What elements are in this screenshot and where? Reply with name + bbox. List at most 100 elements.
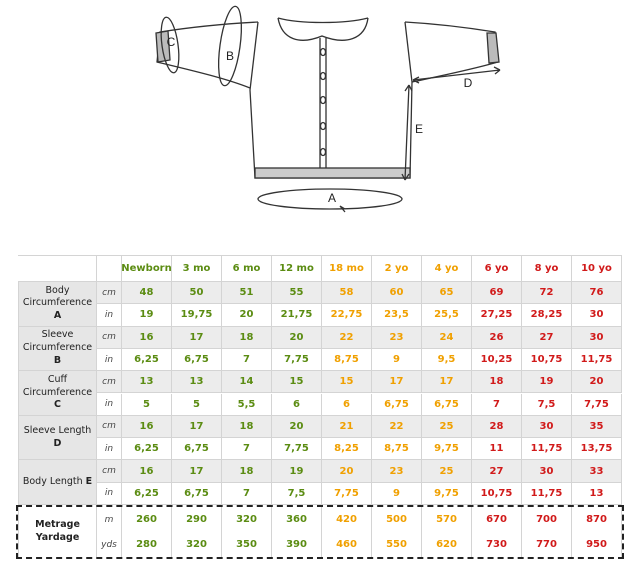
value-text: 10,25 xyxy=(480,354,513,366)
value: 7,75 xyxy=(272,438,322,461)
value: 65 xyxy=(422,282,472,305)
unit: in xyxy=(97,482,122,505)
value: 8,25 xyxy=(322,438,372,461)
value: 17 xyxy=(172,326,222,349)
unit: cm xyxy=(97,326,122,349)
value: 20 xyxy=(572,371,622,394)
value: 22 xyxy=(372,415,422,439)
value: 6,75 xyxy=(372,393,422,416)
unit-text: cm xyxy=(102,466,116,477)
value: 7,75 xyxy=(322,482,372,505)
value-text: 7,75 xyxy=(334,487,359,499)
value: 69 xyxy=(472,282,522,305)
value-text: 10,75 xyxy=(530,354,563,366)
unit: m xyxy=(97,507,122,532)
value: 6,75 xyxy=(172,482,222,505)
value-text: 24 xyxy=(439,331,454,343)
value-text: 20 xyxy=(239,309,254,321)
size-header: 10 yo xyxy=(572,255,622,282)
value: 28,25 xyxy=(522,304,572,327)
value-text: 65 xyxy=(439,287,454,299)
value: 27,25 xyxy=(472,304,522,327)
value: 23 xyxy=(372,460,422,483)
value-text: 620 xyxy=(436,539,457,550)
value: 7,5 xyxy=(522,393,572,416)
right-cuff xyxy=(486,32,500,64)
value-text: 17 xyxy=(189,331,204,343)
value-text: 11,75 xyxy=(530,487,563,499)
value-text: 13,75 xyxy=(580,443,613,455)
value: 20 xyxy=(272,415,322,439)
unit: in xyxy=(97,393,122,416)
size-name: 4 yo xyxy=(434,263,459,274)
label-wrap: Body Length E xyxy=(23,476,92,489)
value-text: 8,75 xyxy=(384,443,409,455)
value: 290 xyxy=(172,507,222,532)
value: 16 xyxy=(122,326,172,349)
value-text: 19 xyxy=(139,309,154,321)
label-b: B xyxy=(226,49,234,63)
value: 51 xyxy=(222,282,272,305)
value: 6,25 xyxy=(122,438,172,461)
value-text: 69 xyxy=(489,287,504,299)
unit: in xyxy=(97,438,122,461)
value-text: 22,75 xyxy=(330,309,363,321)
value: 27 xyxy=(472,460,522,483)
value-text: 18 xyxy=(239,420,254,432)
unit: yds xyxy=(97,532,122,557)
value: 48 xyxy=(122,282,172,305)
value: 30 xyxy=(522,415,572,439)
value: 24 xyxy=(422,326,472,349)
unit: in xyxy=(97,304,122,327)
value-text: 420 xyxy=(336,514,357,525)
value-text: 19,75 xyxy=(180,309,213,321)
value-text: 9,75 xyxy=(434,443,459,455)
value-text: 7 xyxy=(493,398,500,410)
unit: cm xyxy=(97,460,122,483)
value: 550 xyxy=(372,532,422,557)
value-text: 30 xyxy=(589,331,604,343)
value-text: 15 xyxy=(289,376,304,388)
button xyxy=(319,121,327,131)
value-text: 320 xyxy=(186,539,207,550)
value: 13,75 xyxy=(572,438,622,461)
button xyxy=(319,47,327,57)
value-text: 30 xyxy=(589,309,604,321)
yarn-box xyxy=(16,505,624,559)
size-header: 8 yo xyxy=(522,255,572,282)
measure-a xyxy=(257,188,403,210)
label-wrap: Cuff Circumference C xyxy=(19,374,96,412)
size-header: 18 mo xyxy=(322,255,372,282)
size-header: 6 yo xyxy=(472,255,522,282)
value: 14 xyxy=(222,371,272,394)
value: 20 xyxy=(222,304,272,327)
value-text: 23,5 xyxy=(384,309,409,321)
measure-e xyxy=(401,84,413,181)
value-text: 6,25 xyxy=(134,443,159,455)
value-text: 51 xyxy=(239,287,254,299)
value-text: 360 xyxy=(286,514,307,525)
value: 11 xyxy=(472,438,522,461)
button xyxy=(319,147,327,157)
value: 9,75 xyxy=(422,438,472,461)
value: 350 xyxy=(222,532,272,557)
header-blank xyxy=(97,255,122,282)
value: 9 xyxy=(372,348,422,372)
value: 25 xyxy=(422,415,472,439)
left-sleeve xyxy=(156,21,259,89)
unit-text: cm xyxy=(102,376,116,387)
value-text: 17 xyxy=(189,465,204,477)
unit-text: yds xyxy=(101,539,117,550)
value-text: 7,75 xyxy=(284,443,309,455)
value: 6,75 xyxy=(172,438,222,461)
value-text: 5 xyxy=(143,398,150,410)
value: 27 xyxy=(522,326,572,349)
row-letter: B xyxy=(53,354,62,366)
row-letter: A xyxy=(53,310,62,322)
size-name: Newborn xyxy=(121,263,172,274)
value-text: 16 xyxy=(139,331,154,343)
value: 5,5 xyxy=(222,393,272,416)
measure-a-arrow xyxy=(339,205,346,213)
row-label-text: Body Circumference xyxy=(22,284,93,309)
